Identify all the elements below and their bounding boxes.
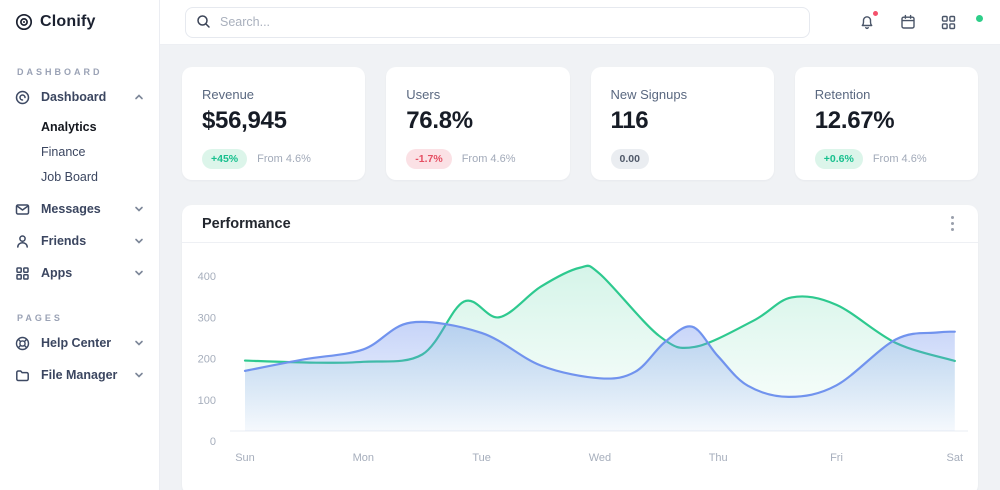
sidebar-item-label: File Manager (41, 368, 118, 382)
series-blue-area (245, 321, 955, 431)
y-axis-tick-label: 300 (198, 312, 216, 324)
stat-change-badge: -1.7% (406, 149, 452, 169)
stat-value: $56,945 (202, 107, 287, 134)
chevron-up-icon (134, 92, 144, 102)
chart-body: 0 100 200 300 400 Sun Mon Tue Wed Thu Fri Sat (182, 243, 978, 490)
mail-icon (15, 202, 30, 217)
chevron-down-icon (134, 268, 144, 278)
top-bar (160, 0, 1000, 45)
y-axis-tick-label: 400 (198, 271, 216, 283)
user-icon (15, 234, 30, 249)
stat-value: 76.8% (406, 107, 473, 134)
main-content: Revenue $56,945 +45% From 4.6% Users 76.… (160, 45, 1000, 490)
section-label-dashboard: DASHBOARD (17, 67, 103, 77)
chevron-down-icon (134, 204, 144, 214)
y-axis-tick-label: 0 (210, 436, 216, 448)
sidebar-item-help-center[interactable]: Help Center (0, 327, 159, 359)
brand-name: Clonify (40, 13, 96, 30)
stat-value: 116 (610, 107, 649, 134)
sidebar: Clonify DASHBOARD Dashboard Analytics Fi… (0, 0, 160, 490)
sidebar-item-label: Apps (41, 266, 73, 280)
stat-card-users: Users 76.8% -1.7% From 4.6% (386, 67, 570, 180)
sidebar-subitem-job-board[interactable]: Job Board (41, 169, 98, 184)
stat-card-new-signups: New Signups 116 0.00 (590, 67, 774, 180)
stat-change-badge: +0.6% (814, 149, 863, 169)
calendar-button[interactable] (899, 13, 917, 31)
search-box (185, 6, 810, 38)
dashboard-sub-menu: Analytics Finance Job Board (0, 113, 159, 193)
sidebar-item-file-manager[interactable]: File Manager (0, 359, 159, 391)
stat-note: From 4.6% (872, 153, 927, 165)
sidebar-subitem-analytics[interactable]: Analytics (41, 119, 97, 134)
section-label-pages: PAGES (17, 313, 63, 323)
performance-card-header: Performance (182, 205, 978, 243)
sidebar-item-label: Dashboard (41, 90, 107, 104)
performance-chart: 0 100 200 300 400 Sun Mon Tue Wed Thu Fri Sat (198, 264, 968, 464)
series-blue-line (243, 320, 956, 398)
notification-dot (872, 10, 879, 17)
bell-icon (861, 16, 873, 30)
online-status-dot (975, 14, 984, 23)
chevron-down-icon (134, 236, 144, 246)
sidebar-item-dashboard[interactable]: Dashboard (0, 81, 159, 113)
stat-card-revenue: Revenue $56,945 +45% From 4.6% (182, 67, 366, 180)
x-axis-day-label: Sun (235, 452, 255, 464)
folder-icon (15, 368, 30, 383)
y-axis-tick-label: 200 (198, 354, 216, 366)
search-icon (196, 14, 211, 34)
notifications-button[interactable] (858, 10, 879, 31)
performance-card: Performance 0 100 200 300 40 (182, 205, 978, 490)
apps-launcher-button[interactable] (940, 14, 957, 31)
x-axis-day-label: Tue (472, 452, 491, 464)
sidebar-item-friends[interactable]: Friends (0, 225, 159, 257)
help-icon (15, 336, 30, 351)
x-axis-day-label: Fri (830, 452, 843, 464)
topbar-actions (858, 10, 984, 31)
sidebar-subitem-finance[interactable]: Finance (41, 144, 86, 159)
brand-logo[interactable]: Clonify (0, 0, 159, 43)
x-axis-day-label: Thu (709, 452, 728, 464)
sidebar-item-label: Friends (41, 234, 87, 248)
search-input[interactable] (185, 6, 810, 38)
chevron-down-icon (134, 370, 144, 380)
stat-value: 12.67% (814, 107, 895, 134)
x-axis-day-label: Wed (589, 452, 611, 464)
stat-change-badge: 0.00 (610, 149, 649, 169)
stat-note: From 4.6% (461, 153, 516, 165)
x-axis-day-label: Sat (947, 452, 964, 464)
apps-icon (15, 266, 30, 281)
kebab-menu-icon[interactable] (947, 212, 958, 235)
sidebar-item-apps[interactable]: Apps (0, 257, 159, 289)
stat-note: From 4.6% (257, 153, 311, 165)
calendar-icon (901, 14, 915, 29)
sidebar-item-messages[interactable]: Messages (0, 193, 159, 225)
stat-card-retention: Retention 12.67% +0.6% From 4.6% (794, 67, 978, 180)
stat-change-badge: +45% (202, 149, 248, 169)
stat-label: Revenue (202, 87, 255, 102)
sidebar-item-label: Help Center (41, 336, 112, 350)
chart-title: Performance (202, 215, 291, 232)
apps-grid-icon (941, 15, 956, 29)
clonify-logo-icon (15, 13, 33, 31)
dashboard-icon (15, 90, 30, 105)
stat-label: Users (406, 87, 441, 102)
x-axis-day-label: Mon (353, 452, 374, 464)
chevron-down-icon (134, 338, 144, 348)
stat-label: New Signups (610, 87, 688, 102)
stats-row: Revenue $56,945 +45% From 4.6% Users 76.… (182, 67, 978, 180)
stat-label: Retention (814, 87, 871, 102)
sidebar-item-label: Messages (41, 202, 101, 216)
y-axis-tick-label: 100 (198, 395, 216, 407)
